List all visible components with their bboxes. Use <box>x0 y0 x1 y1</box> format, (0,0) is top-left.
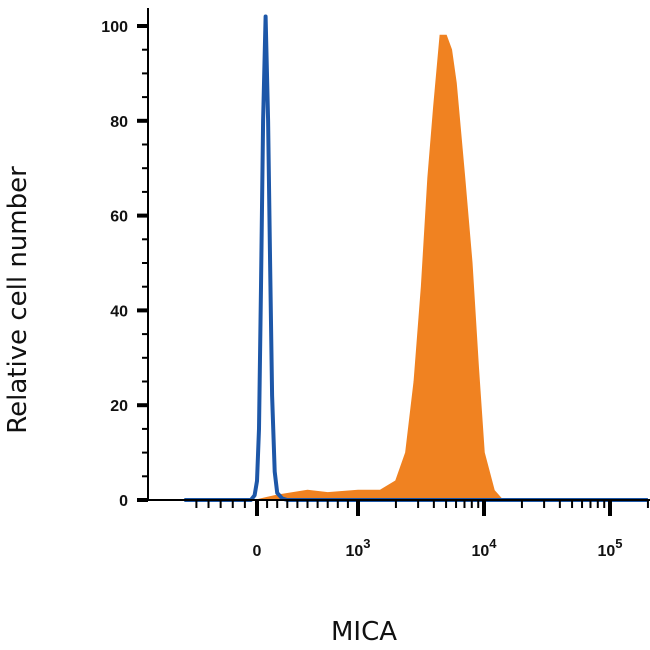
series-1-area <box>184 34 648 501</box>
x-tick-label: 105 <box>597 536 622 560</box>
y-axis-ticks: 0 20 40 60 80 100 <box>101 19 148 510</box>
series-layer <box>184 14 648 502</box>
y-tick-label: 20 <box>110 398 128 415</box>
x-tick-exponent: 4 <box>489 536 497 551</box>
x-tick-label: 103 <box>345 536 370 560</box>
y-tick-label: 60 <box>110 209 128 226</box>
x-axis-ticks: 0 103 104 105 <box>195 500 649 560</box>
x-tick-exponent: 5 <box>615 536 622 551</box>
y-tick-label: 0 <box>119 493 128 510</box>
y-axis-title: Relative cell number <box>3 166 33 434</box>
series-2-line <box>184 14 648 502</box>
x-tick-label: 104 <box>471 536 497 560</box>
x-tick-exponent: 3 <box>363 536 370 551</box>
y-tick-label: 100 <box>101 19 128 36</box>
y-tick-label: 40 <box>110 303 128 320</box>
y-tick-label: 80 <box>110 114 128 131</box>
x-axis-title: MICA <box>331 617 397 647</box>
x-tick-label: 0 <box>253 543 262 560</box>
